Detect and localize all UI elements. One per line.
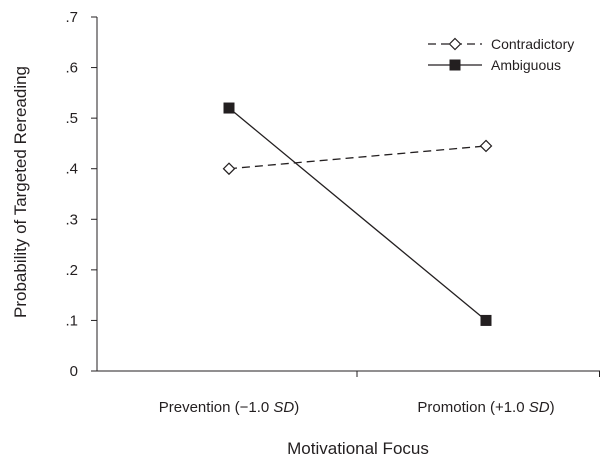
- series-line: [228, 145, 487, 170]
- data-point: [222, 162, 236, 176]
- series-contradictory: [222, 139, 493, 176]
- y-tick-label: .5: [65, 110, 78, 127]
- series-ambiguous: [223, 102, 492, 326]
- y-tick-label: .3: [65, 211, 78, 228]
- legend-marker: [449, 59, 461, 71]
- series-layer: [222, 102, 493, 326]
- data-point: [479, 139, 493, 153]
- y-axis: 0 .1 .2 .3 .4 .5 .6 .7: [65, 9, 98, 380]
- y-tick-label: .1: [65, 312, 78, 329]
- y-tick-label: .7: [65, 9, 78, 26]
- y-tick-label: 0: [70, 363, 78, 380]
- legend: Contradictory Ambiguous: [428, 36, 574, 73]
- legend-label: Ambiguous: [491, 57, 561, 73]
- legend-item-ambiguous: Ambiguous: [428, 57, 561, 73]
- series-line: [228, 107, 487, 321]
- y-tick-label: .4: [65, 161, 78, 178]
- legend-marker: [448, 37, 462, 51]
- y-tick-label: .6: [65, 60, 78, 77]
- y-axis-title: Probability of Targeted Rereading: [11, 66, 30, 318]
- legend-label: Contradictory: [491, 36, 574, 52]
- x-category-label: Promotion (+1.0 SD): [417, 399, 554, 416]
- data-point: [223, 102, 235, 114]
- y-tick-label: .2: [65, 262, 78, 279]
- x-category-label: Prevention (−1.0 SD): [159, 399, 300, 416]
- x-axis: Prevention (−1.0 SD) Promotion (+1.0 SD): [97, 370, 600, 416]
- legend-item-contradictory: Contradictory: [428, 36, 574, 52]
- data-point: [480, 314, 492, 326]
- x-axis-title: Motivational Focus: [287, 439, 429, 458]
